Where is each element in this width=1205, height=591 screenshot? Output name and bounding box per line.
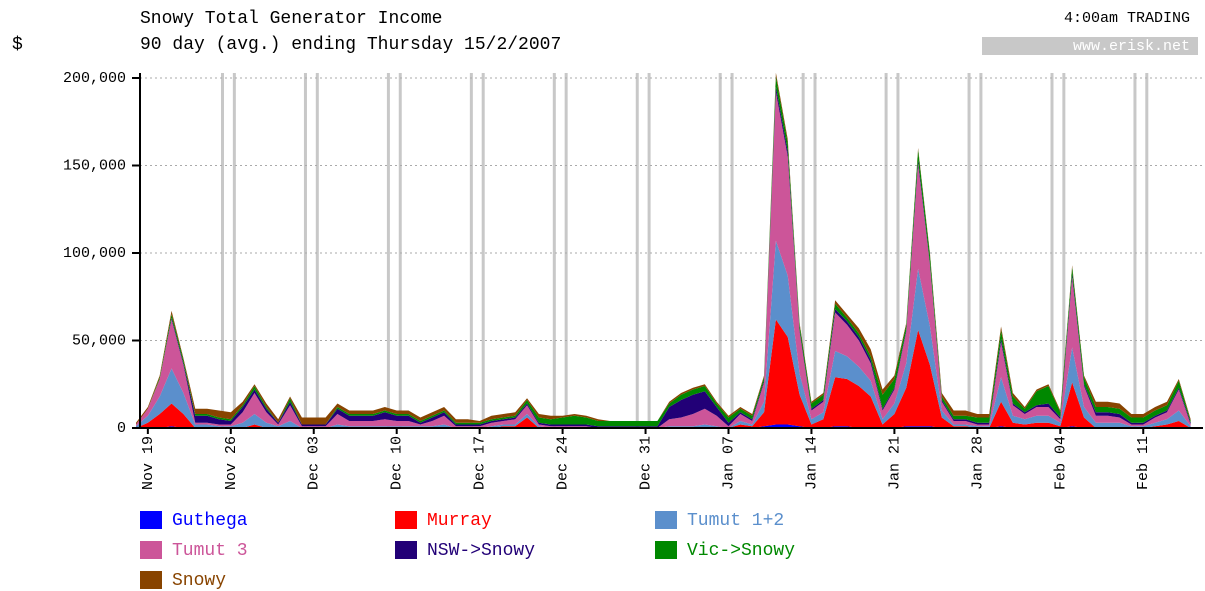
legend-swatch bbox=[140, 541, 162, 559]
area bbox=[136, 319, 1191, 428]
grid bbox=[140, 77, 1203, 341]
legend-label: Snowy bbox=[172, 571, 226, 591]
legend-swatch bbox=[395, 541, 417, 559]
legend-swatch bbox=[655, 511, 677, 529]
area bbox=[136, 72, 1191, 425]
y-tick-label: 200,000 bbox=[63, 70, 126, 87]
x-tick-label: Jan 28 bbox=[969, 436, 986, 490]
x-tick-label: Dec 17 bbox=[472, 436, 489, 490]
legend-label: Guthega bbox=[172, 511, 248, 531]
legend-swatch bbox=[140, 571, 162, 589]
y-tick-label: 0 bbox=[117, 420, 126, 437]
area bbox=[136, 92, 1191, 428]
area bbox=[136, 240, 1191, 428]
legend-swatch bbox=[140, 511, 162, 529]
x-tick-label: Nov 26 bbox=[223, 436, 240, 490]
chart-subtitle: 90 day (avg.) ending Thursday 15/2/2007 bbox=[140, 35, 561, 55]
y-tick-label: 100,000 bbox=[63, 245, 126, 262]
legend-label: Tumut 3 bbox=[172, 541, 248, 561]
legend-label: Murray bbox=[427, 511, 492, 531]
y-tick-label: 50,000 bbox=[72, 332, 126, 349]
chart-title: Snowy Total Generator Income bbox=[140, 9, 442, 29]
source-box bbox=[982, 37, 1198, 55]
y-axis-label: $ bbox=[12, 35, 23, 55]
x-tick-label: Dec 24 bbox=[555, 436, 572, 490]
legend-label: Tumut 1+2 bbox=[687, 511, 784, 531]
legend-swatch bbox=[395, 511, 417, 529]
area bbox=[136, 86, 1191, 428]
x-tick-label: Feb 11 bbox=[1135, 436, 1152, 490]
legend-swatch bbox=[655, 541, 677, 559]
trading-note: 4:00am TRADING bbox=[1064, 10, 1190, 27]
x-tick-label: Feb 04 bbox=[1052, 436, 1069, 490]
areas bbox=[136, 72, 1191, 428]
x-tick-label: Jan 21 bbox=[886, 436, 903, 490]
x-tick-label: Dec 31 bbox=[638, 436, 655, 490]
x-tick-label: Jan 14 bbox=[803, 436, 820, 490]
area bbox=[136, 76, 1191, 427]
legend: Guthega Murray Tumut 1+2 Tumut 3 NSW->Snowy V… bbox=[140, 511, 795, 591]
weekend-bars bbox=[221, 73, 1149, 428]
axes: 0 50,000 100,000 150,000 200,000 Nov 19 Nov 26… bbox=[63, 70, 1203, 490]
y-tick-label: 150,000 bbox=[63, 157, 126, 174]
x-tick-label: Dec 10 bbox=[389, 436, 406, 490]
x-tick-label: Dec 03 bbox=[306, 436, 323, 490]
legend-label: Vic->Snowy bbox=[687, 541, 795, 561]
legend-label: NSW->Snowy bbox=[427, 541, 535, 561]
x-tick-label: Jan 07 bbox=[720, 436, 737, 490]
x-tick-label: Nov 19 bbox=[140, 436, 157, 490]
source: www.erisk.net bbox=[1073, 38, 1190, 55]
